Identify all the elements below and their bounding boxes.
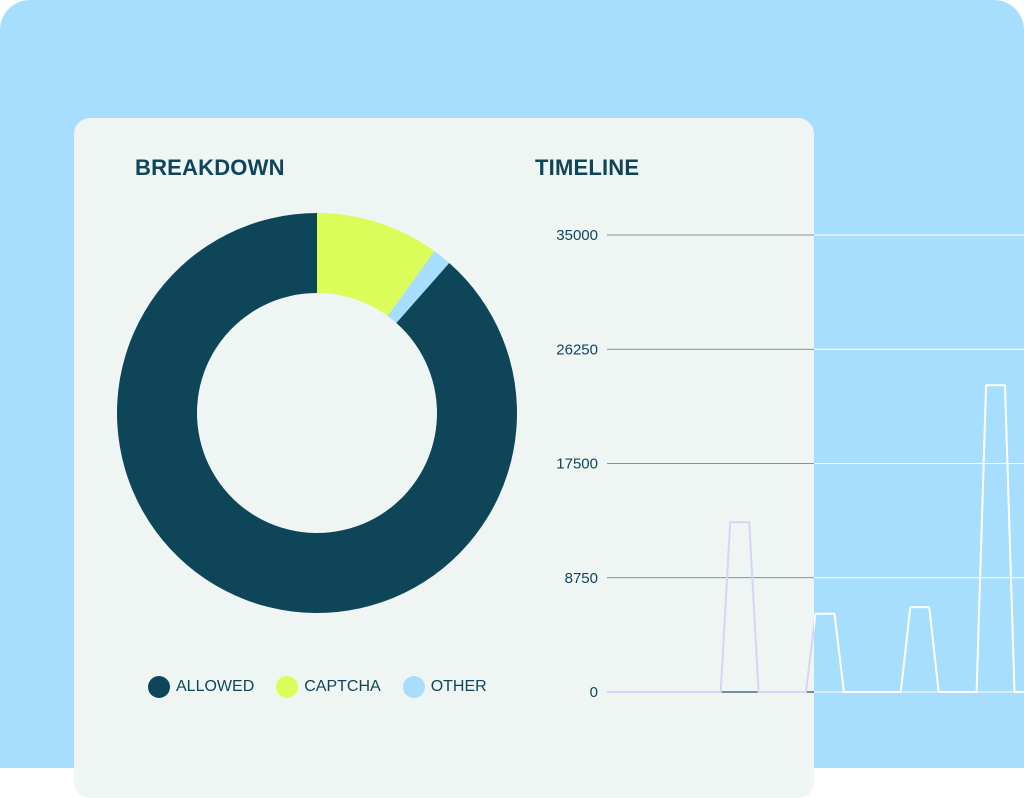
legend-label-other: OTHER <box>430 678 487 695</box>
legend-item-captcha: CAPTCHA <box>276 676 381 698</box>
legend-swatch-other <box>402 676 425 698</box>
legend-item-allowed: ALLOWED <box>148 676 254 698</box>
ytick-label-0: 0 <box>590 684 598 701</box>
ytick-label-8750: 8750 <box>565 570 598 587</box>
legend-swatch-allowed <box>148 676 170 698</box>
breakdown-title: BREAKDOWN <box>135 155 285 180</box>
donut-chart <box>116 213 518 613</box>
donut-legend: ALLOWED CAPTCHA OTHER <box>148 676 487 698</box>
legend-label-allowed: ALLOWED <box>176 678 255 695</box>
legend-label-captcha: CAPTCHA <box>304 678 381 695</box>
ytick-label-17500: 17500 <box>556 456 598 473</box>
timeline-series-line <box>607 521 814 693</box>
donut-slice-captcha <box>317 213 435 316</box>
timeline-series-line-ext <box>814 384 1024 693</box>
legend-swatch-captcha <box>276 676 299 698</box>
ytick-label-26250: 26250 <box>556 341 598 358</box>
donut-slice-allowed <box>116 213 518 613</box>
timeline-chart: 0 8750 17500 26250 35000 <box>556 227 1024 701</box>
timeline-title: TIMELINE <box>535 155 640 180</box>
ytick-label-35000: 35000 <box>556 227 598 244</box>
donut-slice-other <box>387 251 450 323</box>
charts-svg: 0 8750 17500 26250 35000 <box>116 213 1024 701</box>
legend-item-other: OTHER <box>402 676 487 698</box>
